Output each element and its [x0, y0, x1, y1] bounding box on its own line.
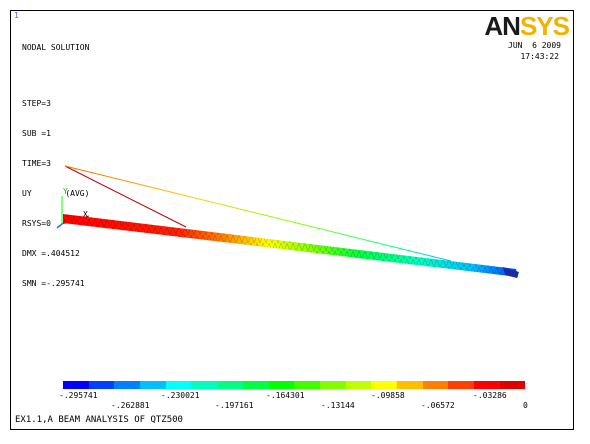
- info-rsys: RSYS=0: [22, 219, 51, 228]
- x-axis: [61, 215, 90, 225]
- legend-swatch: [422, 381, 449, 389]
- window-number: 1: [14, 11, 19, 20]
- x-axis-label: X: [83, 210, 88, 219]
- legend-swatch: [63, 381, 89, 389]
- info-uy: UY (AVG): [22, 189, 90, 198]
- cable-back: [64, 165, 452, 262]
- info-smn: SMN =-.295741: [22, 279, 85, 288]
- legend-swatch: [294, 381, 320, 389]
- time-label: 17:43:22: [520, 52, 559, 61]
- legend-swatch: [217, 381, 243, 389]
- legend-label: -.262881: [111, 401, 150, 410]
- legend-swatch: [165, 381, 192, 389]
- legend-swatch: [114, 381, 141, 389]
- info-time: TIME=3: [22, 159, 51, 168]
- legend-label: 0: [523, 401, 528, 410]
- legend-label: -.295741: [59, 391, 98, 400]
- legend-label: -.230021: [161, 391, 200, 400]
- solution-info: NODAL SOLUTION STEP=3 SUB =1 TIME=3 UY (…: [22, 23, 89, 309]
- legend-swatch: [140, 381, 166, 389]
- model-plot: Y X: [56, 165, 519, 278]
- legend-label: -.03286: [473, 391, 507, 400]
- legend-label: -.13144: [321, 401, 355, 410]
- legend-label: -.197161: [215, 401, 254, 410]
- legend-label: -.06572: [421, 401, 455, 410]
- date-label: JUN 6 2009: [508, 41, 561, 50]
- legend-swatch: [448, 381, 474, 389]
- contour-legend: [63, 381, 526, 389]
- legend-swatch: [474, 381, 500, 389]
- z-axis: [56, 223, 63, 229]
- ansys-logo: ANSYS: [484, 11, 570, 41]
- legend-swatch: [268, 381, 295, 389]
- legend-swatch: [371, 381, 397, 389]
- legend-label: -.164301: [266, 391, 305, 400]
- legend-swatch: [88, 381, 115, 389]
- footer-title: EX1.1,A BEAM ANALYSIS OF QTZ500: [15, 415, 183, 425]
- legend-swatch: [396, 381, 423, 389]
- info-dmx: DMX =.404512: [22, 249, 80, 258]
- legend-swatch: [242, 381, 269, 389]
- info-step: STEP=3: [22, 99, 51, 108]
- legend-label: -.09858: [371, 391, 405, 400]
- solution-title: NODAL SOLUTION: [22, 43, 90, 52]
- info-sub: SUB =1: [22, 129, 51, 138]
- graphics-window[interactable]: 1 NODAL SOLUTION STEP=3 SUB =1 TIME=3 UY…: [10, 10, 574, 430]
- legend-swatch: [191, 381, 218, 389]
- legend-swatch: [345, 381, 372, 389]
- legend-swatch: [319, 381, 346, 389]
- jib-tip: [503, 267, 519, 278]
- cable-front: [64, 165, 187, 228]
- y-axis-label: Y: [63, 187, 68, 196]
- legend-swatch: [499, 381, 526, 389]
